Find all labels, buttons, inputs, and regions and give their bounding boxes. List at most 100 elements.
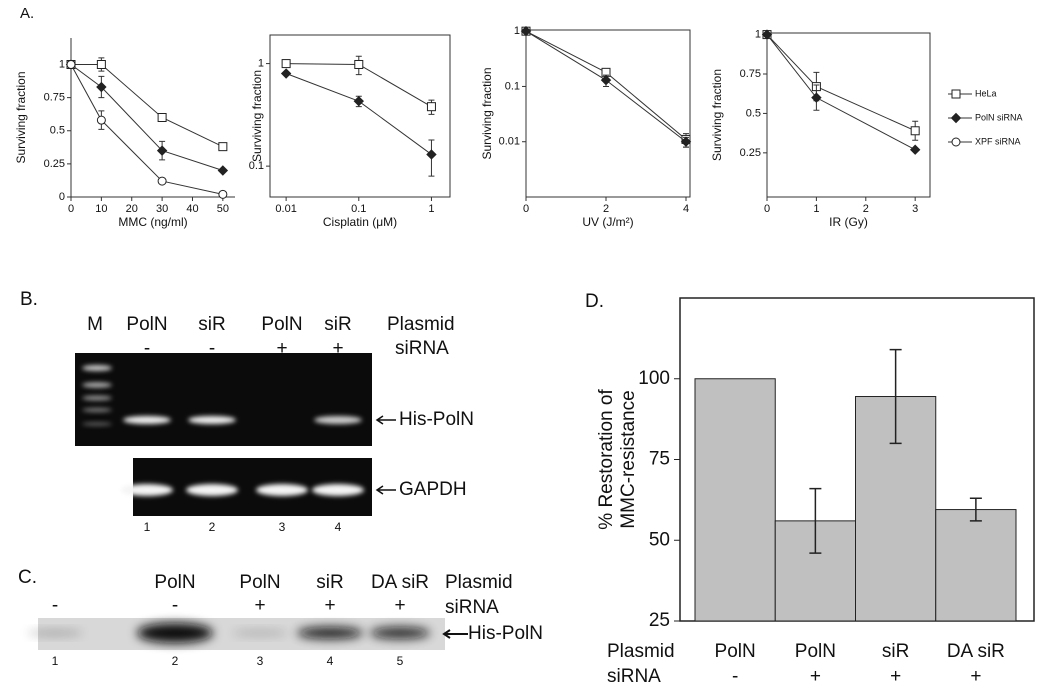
y-tick-label: 0.5 xyxy=(746,107,761,119)
y-tick-label: 0.75 xyxy=(44,92,65,104)
x-tick-label: 0 xyxy=(523,203,529,215)
marker xyxy=(217,165,229,176)
x-axis-label: Cisplatin (μM) xyxy=(323,215,397,229)
marker xyxy=(157,176,167,186)
sirna-sign: + xyxy=(332,338,343,359)
ladder-band xyxy=(82,365,112,371)
arrow xyxy=(442,629,468,639)
panel-label: C. xyxy=(18,567,37,588)
marker xyxy=(520,25,532,37)
row-label: siRNA xyxy=(445,597,499,618)
panel-label: D. xyxy=(585,291,604,312)
marker xyxy=(811,92,822,103)
marker xyxy=(157,113,167,122)
lane-header: PolN xyxy=(261,314,302,335)
series-line xyxy=(766,34,916,132)
lane-header: PolN xyxy=(154,572,195,593)
lane-number: 4 xyxy=(327,654,334,668)
band xyxy=(123,416,171,424)
x-tick-label: 0 xyxy=(764,203,770,215)
marker xyxy=(96,115,106,125)
error-bar xyxy=(809,487,822,554)
band-label: His-PolN xyxy=(468,623,543,644)
marker xyxy=(909,144,921,155)
lane-header: PolN xyxy=(239,572,280,593)
series-line xyxy=(71,64,224,148)
band xyxy=(27,630,83,636)
y-tick-label: 0.1 xyxy=(505,80,520,92)
band xyxy=(297,627,363,639)
sirna-label: - xyxy=(732,666,738,687)
legend-label: PolN siRNA xyxy=(975,112,1023,122)
marker xyxy=(66,60,76,69)
lane-number: 1 xyxy=(52,654,59,668)
marker xyxy=(354,59,364,69)
ladder-band xyxy=(82,395,112,401)
lane-header: siR xyxy=(324,314,351,335)
y-axis-label: Surviving fraction xyxy=(250,70,264,162)
sirna-label: + xyxy=(810,666,821,687)
x-tick-label: 0.01 xyxy=(275,203,296,215)
x-tick-label: PolN xyxy=(715,641,756,662)
legend-label: HeLa xyxy=(975,88,997,98)
x-tick-label: 1 xyxy=(813,203,819,215)
x-tick-label: 3 xyxy=(912,203,918,215)
y-tick-label: 75 xyxy=(649,449,670,470)
marker xyxy=(96,81,107,93)
sirna-label: + xyxy=(970,666,981,687)
series-line xyxy=(70,64,223,195)
y-axis-label: % Restoration of xyxy=(596,389,617,530)
x-tick-label: 50 xyxy=(217,203,229,215)
lane-header: PolN xyxy=(126,314,167,335)
marker xyxy=(218,189,228,199)
band xyxy=(121,484,173,496)
marker xyxy=(353,95,364,107)
error-bar xyxy=(889,348,902,445)
x-axis-label: UV (J/m²) xyxy=(582,215,633,229)
y-tick-label: 50 xyxy=(649,529,670,550)
marker xyxy=(680,136,692,147)
lane-number: 4 xyxy=(335,520,342,534)
band-label: GAPDH xyxy=(399,479,467,500)
x-axis-label: MMC (ng/ml) xyxy=(118,215,187,229)
x-axis-label: IR (Gy) xyxy=(829,215,868,229)
y-axis-label: Surviving fraction xyxy=(710,69,724,161)
band xyxy=(232,630,288,636)
legend-marker xyxy=(950,112,962,124)
sirna-sign: - xyxy=(144,338,150,359)
band xyxy=(137,623,213,643)
band xyxy=(186,484,238,496)
y-tick-label: 0.01 xyxy=(499,136,520,148)
axis-frame xyxy=(766,32,931,198)
row-label: Plasmid xyxy=(387,314,455,335)
marker xyxy=(156,145,168,156)
band xyxy=(188,416,236,424)
error-bar xyxy=(969,497,982,522)
bar xyxy=(935,509,1017,622)
x-tick-label: 20 xyxy=(126,203,138,215)
ladder-band xyxy=(82,382,112,388)
x-tick-label: PolN xyxy=(795,641,836,662)
axis-frame xyxy=(525,29,691,198)
sirna-sign: + xyxy=(394,595,405,616)
series-line xyxy=(285,73,432,155)
y-axis-label: MMC-resistance xyxy=(618,390,639,528)
sirna-sign: - xyxy=(172,595,178,616)
gel xyxy=(75,353,372,446)
marker xyxy=(426,102,436,112)
legend-label: XPF siRNA xyxy=(975,136,1021,146)
row-label: Plasmid xyxy=(607,641,675,662)
x-tick-label: 40 xyxy=(186,203,198,215)
band xyxy=(370,627,430,639)
lane-header: DA siR xyxy=(371,572,429,593)
arrow xyxy=(375,485,396,495)
bar xyxy=(694,378,776,622)
lane-number: 1 xyxy=(144,520,151,534)
y-tick-label: 25 xyxy=(649,610,670,631)
x-tick-label: 2 xyxy=(603,203,609,215)
y-tick-label: 0.1 xyxy=(249,160,264,172)
x-tick-label: 30 xyxy=(156,203,168,215)
lane-number: 2 xyxy=(172,654,179,668)
y-tick-label: 1 xyxy=(258,57,264,69)
